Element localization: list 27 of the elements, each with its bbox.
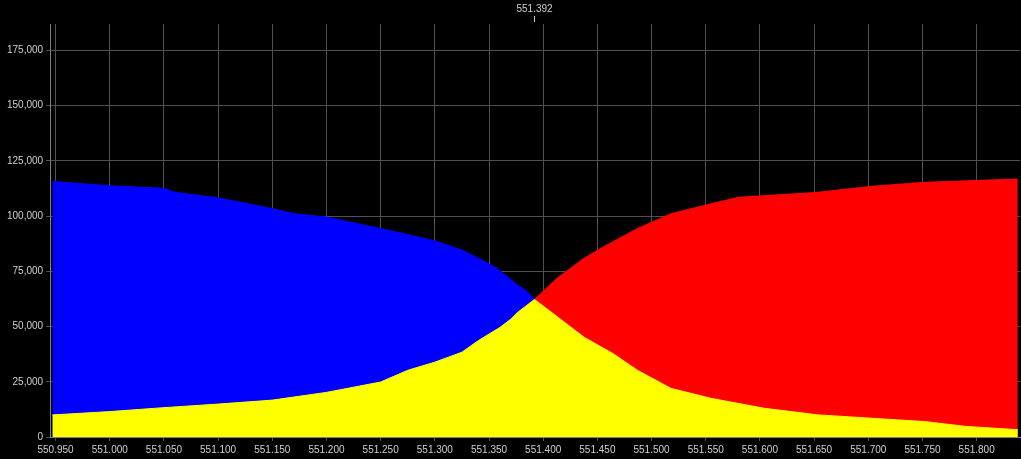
x-tick-label: 551.450	[579, 443, 616, 455]
y-tick-label: 125,000	[6, 154, 44, 166]
y-tick-label: 100,000	[6, 209, 44, 221]
y-tick-label: 150,000	[6, 99, 44, 111]
x-tick-label: 551.400	[525, 443, 562, 455]
x-tick-label: 551.350	[470, 443, 508, 455]
x-tick-label: 551.000	[91, 443, 129, 455]
x-tick-label: 551.250	[362, 443, 400, 455]
x-tick-label: 551.050	[145, 443, 183, 455]
y-tick-label: 175,000	[6, 44, 44, 56]
x-tick-label: 551.650	[796, 443, 833, 455]
x-tick-label: 551.200	[308, 443, 345, 455]
x-tick-label: 551.750	[904, 443, 941, 455]
x-tick-label: 551.600	[741, 443, 779, 455]
ref-line-label: 551.392	[516, 2, 554, 14]
y-tick-label: 50,000	[12, 320, 44, 332]
x-tick-label: 551.300	[416, 443, 454, 455]
y-tick-label: 25,000	[12, 375, 44, 387]
x-tick-label: 551.500	[633, 443, 671, 455]
x-tick-label: 551.800	[958, 443, 996, 455]
x-tick-label: 551.700	[850, 443, 887, 455]
x-tick-label: 550.950	[37, 443, 75, 455]
x-tick-label: 551.150	[254, 443, 291, 455]
x-tick-label: 551.100	[200, 443, 237, 455]
y-tick-label: 75,000	[12, 265, 44, 277]
x-tick-label: 551.550	[687, 443, 725, 455]
y-tick-label: 0	[37, 430, 44, 442]
